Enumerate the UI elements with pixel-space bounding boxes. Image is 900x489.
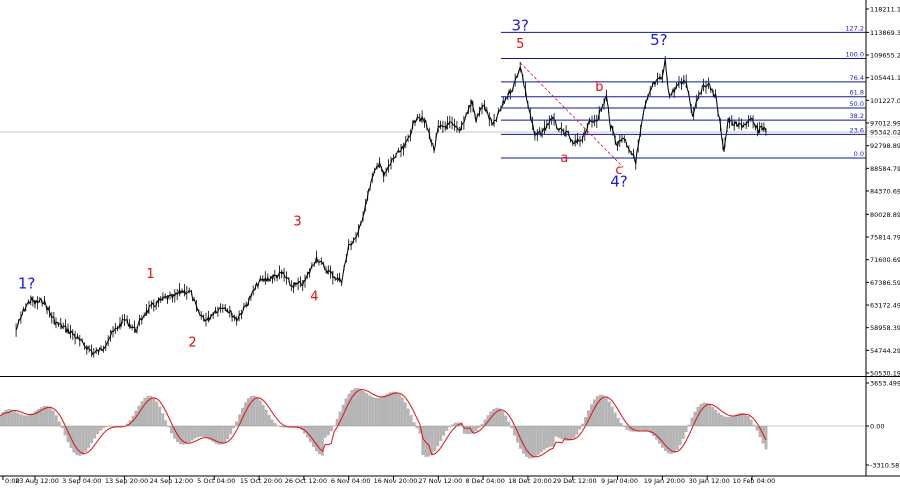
time-tick-label: 13 Sep 20:00 bbox=[105, 477, 148, 485]
fib-trend-connector bbox=[519, 62, 624, 168]
time-tick-label: 27 Nov 12:00 bbox=[418, 477, 462, 485]
time-tick-label: 9 Jan 04:00 bbox=[601, 477, 638, 485]
time-tick-label: 15 Oct 20:00 bbox=[240, 477, 282, 485]
wave-label: 2 bbox=[188, 335, 196, 350]
price-tick-label: 84370.69 bbox=[870, 188, 900, 196]
time-tick-label: 3 Sep 04:00 bbox=[62, 477, 101, 485]
wave-label: a bbox=[560, 151, 568, 166]
oscillator-tick-label: 3653.499 bbox=[870, 380, 900, 388]
price-axis-ticks: 118211.19 113869.39 109655.29 105441.19 1012… bbox=[866, 6, 900, 378]
wave-label: 5 bbox=[516, 37, 524, 52]
fibonacci-levels: 127.2 100.0 76.4 61.8 50.0 38.2 23.6 0.0 bbox=[501, 24, 866, 168]
wave-labels: 1? 1 2 3 4 3? 5 a b c4? 5? bbox=[18, 17, 668, 351]
wave-label: 1? bbox=[18, 275, 36, 293]
time-tick-label: 19 Jan 20:00 bbox=[644, 477, 685, 485]
price-tick-label: 54744.29 bbox=[870, 347, 900, 355]
price-tick-label: 63172.49 bbox=[870, 302, 900, 310]
price-tick-label: 101227.09 bbox=[870, 97, 900, 105]
price-tick-label: 50530.19 bbox=[870, 370, 900, 378]
wave-label: 4? bbox=[610, 173, 628, 191]
time-tick-label: 29 Dec 12:00 bbox=[553, 477, 597, 485]
main-price-panel: 127.2 100.0 76.4 61.8 50.0 38.2 23.6 0.0 1? 1 2 3 4 3… bbox=[0, 17, 866, 358]
wave-label: 1 bbox=[146, 267, 154, 282]
oscillator-panel bbox=[0, 388, 866, 459]
price-tick-label: 109655.29 bbox=[870, 52, 900, 60]
oscillator-tick-label: -3310.58 bbox=[870, 462, 899, 470]
current-price-badge bbox=[866, 126, 900, 138]
time-tick-label: 16 Nov 20:00 bbox=[374, 477, 418, 485]
price-tick-label: 105441.19 bbox=[870, 74, 900, 82]
oscillator-axis-ticks: 3653.499 0.00 -3310.58 bbox=[866, 380, 900, 470]
fib-level-label: 50.0 bbox=[850, 100, 864, 108]
current-price-label: 95342.02 bbox=[870, 129, 900, 137]
fib-level-label: 100.0 bbox=[845, 51, 864, 59]
wave-label: 4 bbox=[310, 290, 318, 305]
wave-label: b bbox=[595, 80, 603, 95]
wave-label: 3 bbox=[293, 214, 301, 229]
time-tick-label: 23 Aug 12:00 bbox=[15, 477, 59, 485]
fib-level-label: 38.2 bbox=[850, 112, 864, 120]
time-tick-label: 0:00 bbox=[5, 477, 20, 485]
price-tick-label: 118211.19 bbox=[870, 6, 900, 14]
price-tick-label: 92798.89 bbox=[870, 142, 900, 150]
price-tick-label: 58958.39 bbox=[870, 324, 900, 332]
price-tick-label: 88584.79 bbox=[870, 165, 900, 173]
fib-level-label: 23.6 bbox=[850, 126, 864, 134]
fib-level-label: 61.8 bbox=[850, 89, 864, 97]
oscillator-signal-line bbox=[0, 389, 767, 458]
price-tick-label: 71600.69 bbox=[870, 256, 900, 264]
time-tick-label: 6 Nov 04:00 bbox=[331, 477, 371, 485]
time-tick-label: 26 Oct 12:00 bbox=[285, 477, 327, 485]
time-tick-label: 24 Sep 12:00 bbox=[150, 477, 193, 485]
price-tick-label: 80028.89 bbox=[870, 211, 900, 219]
wave-label: 3? bbox=[511, 17, 529, 35]
wave-label: 5? bbox=[650, 31, 668, 49]
fib-level-label: 0.0 bbox=[854, 150, 864, 158]
time-tick-label: 8 Dec 04:00 bbox=[465, 477, 505, 485]
price-tick-label: 75814.79 bbox=[870, 234, 900, 242]
time-tick-label: 18 Dec 20:00 bbox=[508, 477, 552, 485]
price-tick-label: 97012.99 bbox=[870, 120, 900, 128]
fib-level-label: 127.2 bbox=[845, 24, 864, 32]
time-tick-label: 5 Oct 04:00 bbox=[197, 477, 235, 485]
time-tick-label: 10 Feb 04:00 bbox=[733, 477, 776, 485]
fib-level-label: 76.4 bbox=[850, 74, 864, 82]
price-tick-label: 113869.39 bbox=[870, 29, 900, 37]
time-tick-label: 30 Jan 12:00 bbox=[689, 477, 730, 485]
wave-label: c bbox=[615, 163, 622, 178]
price-tick-label: 67386.59 bbox=[870, 279, 900, 287]
oscillator-tick-label: 0.00 bbox=[870, 423, 884, 431]
